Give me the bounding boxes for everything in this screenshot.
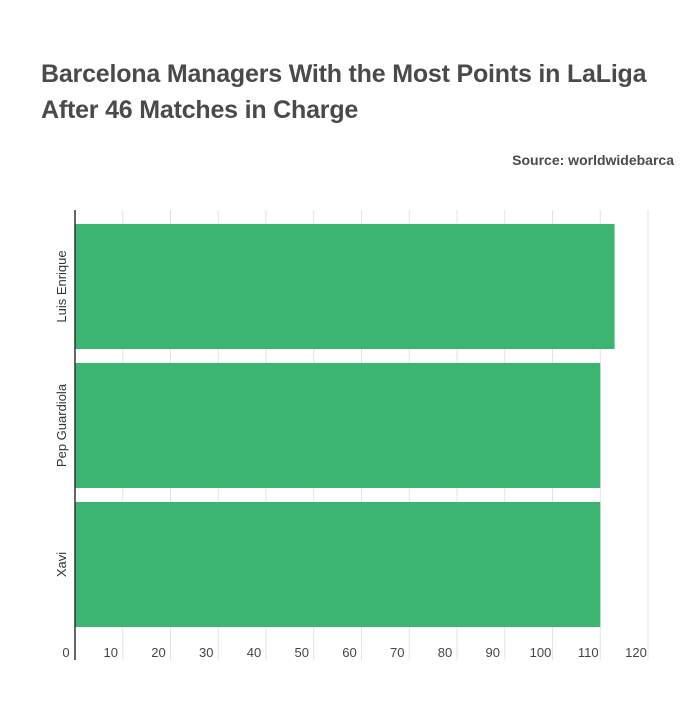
bar: [75, 363, 601, 488]
bars: [75, 224, 615, 627]
x-tick-label: 120: [625, 645, 647, 660]
axis-labels: 0 10 20 30 40 50 60 70 80 90 100 110 120 Luis Enrique…: [54, 250, 647, 660]
x-tick-label: 30: [199, 645, 213, 660]
source-note: Source: worldwidebarca: [512, 152, 674, 168]
x-tick-label: 40: [247, 645, 261, 660]
y-category-label: Xavi: [54, 552, 69, 577]
x-tick-label: 110: [578, 645, 599, 660]
bar: [75, 224, 615, 349]
chart-title: Barcelona Managers With the Most Points …: [41, 56, 681, 128]
y-category-label: Pep Guardiola: [54, 383, 69, 467]
x-tick-label: 80: [438, 645, 452, 660]
bar: [75, 502, 601, 627]
x-tick-label: 10: [104, 645, 118, 660]
chart-title-line-1: Barcelona Managers With the Most Points …: [41, 60, 647, 88]
x-tick-label: 0: [62, 645, 69, 660]
x-tick-label: 70: [390, 645, 404, 660]
x-tick-label: 100: [530, 645, 552, 660]
chart-title-line-2: After 46 Matches in Charge: [41, 96, 359, 124]
x-tick-label: 20: [151, 645, 165, 660]
x-tick-label: 90: [486, 645, 500, 660]
x-tick-label: 50: [295, 645, 309, 660]
y-category-label: Luis Enrique: [54, 250, 69, 322]
x-tick-label: 60: [342, 645, 356, 660]
